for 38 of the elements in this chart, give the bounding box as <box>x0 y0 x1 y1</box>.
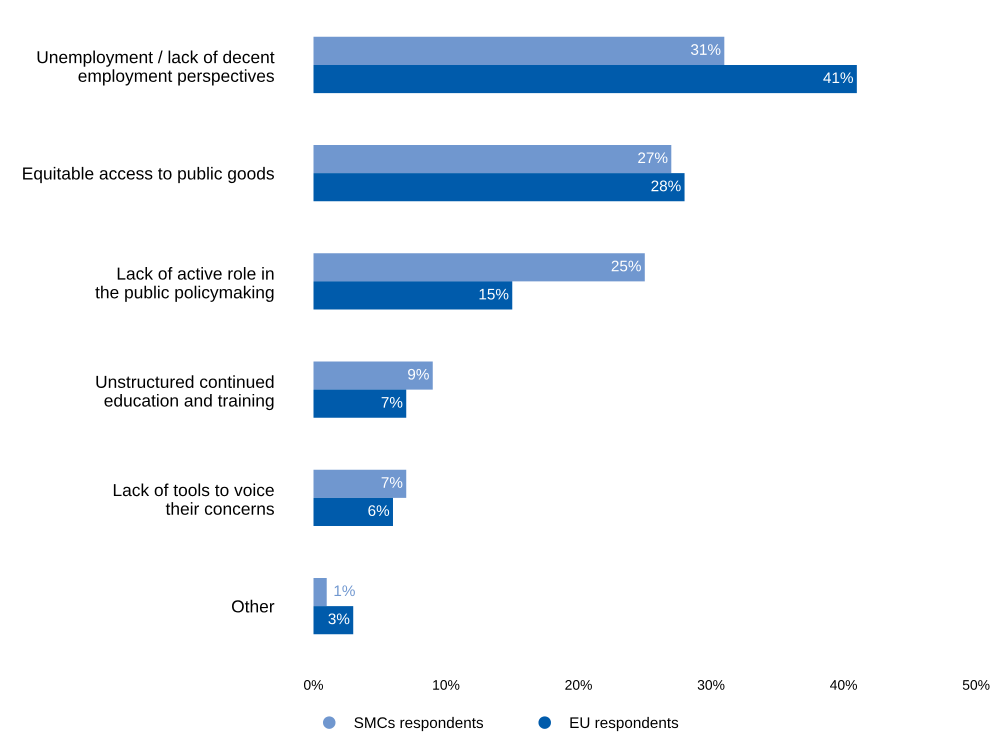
bar <box>313 470 406 498</box>
y-tick-label: Equitable access to public goods <box>23 166 274 184</box>
x-tick-label: 20% <box>565 680 592 690</box>
data-label: 31% <box>691 44 720 55</box>
data-label: 9% <box>408 368 429 380</box>
x-tick-label: 50% <box>962 680 990 690</box>
data-label: 25% <box>612 260 641 272</box>
legend-label: SMCs respondents <box>354 716 484 732</box>
bar <box>313 64 857 94</box>
bar <box>313 498 393 526</box>
x-tick-label: 0% <box>304 680 324 690</box>
data-label: 27% <box>638 152 668 164</box>
y-tick-label: Unemployment / lack of decent employment perspectives <box>38 50 274 86</box>
data-label: 1% <box>334 585 355 596</box>
bar <box>313 145 672 174</box>
data-label: 3% <box>328 613 350 624</box>
bar <box>313 606 354 634</box>
y-tick-label: Other <box>232 600 274 613</box>
data-label: 41% <box>823 72 853 84</box>
data-label: 6% <box>368 505 390 516</box>
y-tick-label: Lack of tools to voice their concerns <box>114 483 274 515</box>
data-label: 7% <box>382 397 402 408</box>
data-label: 28% <box>651 180 681 192</box>
bar <box>313 36 724 65</box>
bar <box>313 173 685 202</box>
data-label: 15% <box>480 288 508 300</box>
y-tick-label: Unstructured continued education and training <box>96 375 274 410</box>
x-tick-label: 30% <box>698 680 724 690</box>
bar <box>313 281 512 310</box>
legend-label: EU respondents <box>570 716 678 732</box>
y-tick-label: Lack of active role in the public policymaking <box>95 267 274 302</box>
bar <box>313 253 645 282</box>
bar <box>313 390 406 418</box>
bar <box>313 361 433 390</box>
x-tick-label: 40% <box>830 680 857 690</box>
x-tick-label: 10% <box>433 680 460 690</box>
data-label: 7% <box>382 477 402 488</box>
bar <box>313 578 327 606</box>
